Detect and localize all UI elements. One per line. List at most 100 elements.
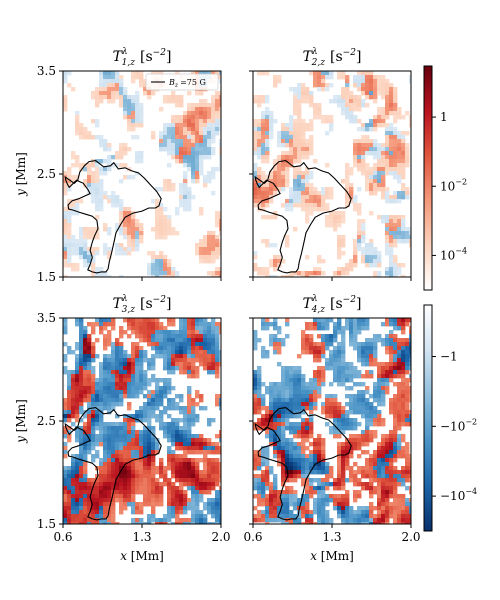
heatmap-cell [211,474,216,479]
heatmap-cell [393,263,398,268]
heatmap-cell [381,386,386,391]
heatmap-cell [143,458,148,463]
heatmap-cell [147,251,152,256]
heatmap-cell [167,267,172,272]
heatmap-cell [127,494,132,499]
heatmap-cell [377,486,382,491]
heatmap-cell [147,402,152,407]
heatmap-cell [127,502,132,507]
heatmap-cell [135,111,140,116]
heatmap-cell [393,474,398,479]
heatmap-cell [377,79,382,84]
heatmap-cell [337,498,342,503]
heatmap-cell [373,79,378,84]
heatmap-cell [305,454,310,459]
heatmap-cell [171,514,176,519]
heatmap-cell [285,426,290,431]
heatmap-cell [87,171,92,176]
heatmap-cell [199,167,204,172]
heatmap-cell [203,243,208,248]
heatmap-cell [79,326,84,331]
heatmap-cell [179,418,184,423]
heatmap-cell [361,87,366,92]
heatmap-cell [159,259,164,264]
heatmap-cell [385,346,390,351]
heatmap-cell [281,394,286,399]
heatmap-cell [119,378,124,383]
heatmap-cell [297,139,302,144]
heatmap-cell [67,510,72,515]
heatmap-cell [163,219,168,224]
heatmap-cell [91,478,96,483]
heatmap-cell [389,330,394,335]
heatmap-cell [381,494,386,499]
heatmap-cell [95,87,100,92]
heatmap-cell [71,482,76,487]
heatmap-cell [261,127,266,132]
heatmap-cell [175,438,180,443]
heatmap-cell [159,219,164,224]
heatmap-cell [115,434,120,439]
heatmap-cell [329,350,334,355]
heatmap-cell [337,446,342,451]
heatmap-cell [285,131,290,136]
heatmap-cell [381,123,386,128]
heatmap-cell [99,486,104,491]
heatmap-cell [159,386,164,391]
heatmap-cell [261,215,266,220]
heatmap-cell [211,275,216,277]
heatmap-cell [253,95,258,100]
heatmap-cell [71,422,76,427]
heatmap-cell [405,358,410,363]
heatmap-cell [373,167,378,172]
heatmap-cell [167,426,172,431]
heatmap-cell [179,394,184,399]
heatmap-cell [393,171,398,176]
heatmap-cell [261,502,266,507]
heatmap-cell [357,402,362,407]
heatmap-cell [215,350,220,355]
heatmap-cell [187,450,192,455]
heatmap-cell [317,506,322,511]
heatmap-cell [159,235,164,240]
heatmap-cell [67,187,72,192]
heatmap-cell [87,514,92,519]
heatmap-cell [71,498,76,503]
heatmap-cell [71,175,76,180]
heatmap-cell [87,382,92,387]
heatmap-cell [207,478,212,483]
heatmap-cell [305,422,310,427]
heatmap-cell [337,271,342,276]
heatmap-cell [211,350,216,355]
heatmap-cell [289,494,294,499]
heatmap-cell [293,446,298,451]
heatmap-cell [393,159,398,164]
heatmap-cell [365,362,370,367]
heatmap-cell [191,322,196,327]
heatmap-cell [297,83,302,88]
heatmap-cell [405,195,410,200]
heatmap-cell [203,518,208,523]
heatmap-cell [219,163,221,168]
heatmap-cell [115,195,120,200]
heatmap-cell [91,247,96,252]
heatmap-cell [179,103,184,108]
heatmap-cell [301,442,306,447]
heatmap-cell [297,466,302,471]
heatmap-cell [215,434,220,439]
heatmap-cell [63,247,68,252]
heatmap-cell [353,338,358,343]
heatmap-cell [67,175,72,180]
heatmap-cell [71,263,76,268]
heatmap-cell [167,147,172,152]
heatmap-cell [381,466,386,471]
heatmap-cell [195,111,200,116]
heatmap-cell [325,207,330,212]
heatmap-cell [353,255,358,260]
heatmap-cell [333,338,338,343]
heatmap-cell [377,382,382,387]
heatmap-cell [389,366,394,371]
heatmap-cell [285,418,290,423]
heatmap-cell [79,378,84,383]
heatmap-cell [349,470,354,475]
